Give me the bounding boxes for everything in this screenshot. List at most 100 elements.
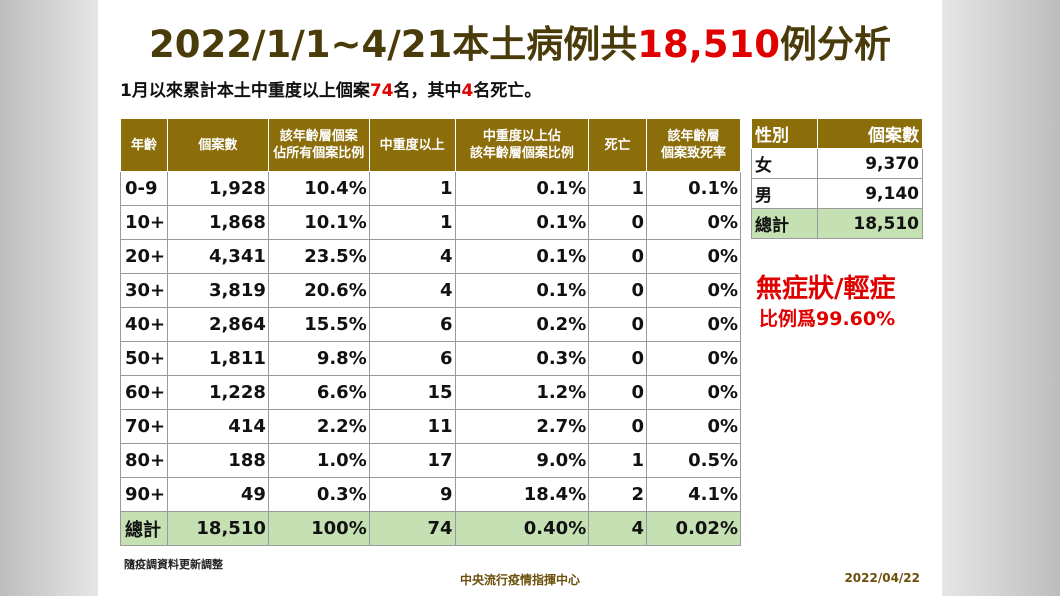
cases-cell: 3,819 bbox=[166, 273, 269, 308]
age-table-total-row: 總計 18,510 100% 74 0.40% 4 0.02% bbox=[120, 511, 741, 546]
cases-cell: 4,341 bbox=[166, 239, 269, 274]
death-cell: 0 bbox=[588, 205, 648, 240]
total-cfr-cell: 0.02% bbox=[646, 511, 741, 546]
age-cell: 70+ bbox=[120, 409, 168, 444]
footer-source: 中央流行疫情指揮中心 bbox=[459, 573, 580, 587]
cfr-cell: 0.1% bbox=[646, 171, 741, 206]
age-table-row: 40+ 2,864 15.5% 6 0.2% 0 0% bbox=[120, 307, 741, 342]
severe-cell: 1 bbox=[368, 205, 456, 240]
severe-cell: 17 bbox=[368, 443, 456, 478]
age-ratio-cell: 20.6% bbox=[267, 273, 370, 308]
age-cell: 40+ bbox=[120, 307, 168, 342]
death-cell: 0 bbox=[588, 409, 648, 444]
page-title: 2022/1/1~4/21本土病例共18,510例分析 bbox=[98, 14, 942, 68]
header-age-ratio: 該年齡層個案 佔所有個案比例 bbox=[267, 118, 370, 172]
severe-ratio-cell: 2.7% bbox=[454, 409, 590, 444]
total-age-ratio-cell: 100% bbox=[267, 511, 370, 546]
age-table-row: 10+ 1,868 10.1% 1 0.1% 0 0% bbox=[120, 205, 741, 240]
age-ratio-cell: 6.6% bbox=[267, 375, 370, 410]
title-suffix: 例分析 bbox=[780, 23, 892, 66]
cases-cell: 1,928 bbox=[166, 171, 269, 206]
title-highlight: 18,510 bbox=[637, 23, 781, 66]
age-cell: 60+ bbox=[120, 375, 168, 410]
cases-cell: 1,811 bbox=[166, 341, 269, 376]
sex-row-male: 男 9,140 bbox=[751, 178, 923, 209]
cases-cell: 2,864 bbox=[166, 307, 269, 342]
age-ratio-cell: 10.1% bbox=[267, 205, 370, 240]
age-ratio-cell: 1.0% bbox=[267, 443, 370, 478]
cases-cell: 49 bbox=[166, 477, 269, 512]
sex-row-total: 總計 18,510 bbox=[751, 208, 923, 239]
severe-ratio-cell: 18.4% bbox=[454, 477, 590, 512]
severe-ratio-cell: 0.1% bbox=[454, 171, 590, 206]
total-severe-ratio-cell: 0.40% bbox=[454, 511, 590, 546]
death-cell: 0 bbox=[588, 375, 648, 410]
age-table-header-row: 年齡 個案數 該年齡層個案 佔所有個案比例 中重度以上 中重度以上佔 該年齡層個案比… bbox=[120, 118, 741, 172]
cfr-cell: 4.1% bbox=[646, 477, 741, 512]
severe-ratio-cell: 1.2% bbox=[454, 375, 590, 410]
death-cell: 0 bbox=[588, 273, 648, 308]
mild-title: 無症狀/輕症 bbox=[756, 274, 896, 304]
sex-table-header-row: 性別 個案數 bbox=[751, 118, 923, 149]
sex-row-female: 女 9,370 bbox=[751, 148, 923, 179]
sex-label: 女 bbox=[751, 148, 818, 179]
total-cases-cell: 18,510 bbox=[166, 511, 269, 546]
severe-cell: 15 bbox=[368, 375, 456, 410]
sex-total-label: 總計 bbox=[751, 208, 818, 239]
footer-date: 2022/04/22 bbox=[844, 571, 920, 585]
cases-cell: 1,868 bbox=[166, 205, 269, 240]
subtitle-part2: 名，其中 bbox=[393, 81, 462, 101]
severe-ratio-cell: 0.1% bbox=[454, 205, 590, 240]
death-cell: 1 bbox=[588, 443, 648, 478]
age-table-row: 60+ 1,228 6.6% 15 1.2% 0 0% bbox=[120, 375, 741, 410]
age-cell: 50+ bbox=[120, 341, 168, 376]
age-table: 年齡 個案數 該年齡層個案 佔所有個案比例 中重度以上 中重度以上佔 該年齡層個案比… bbox=[120, 118, 741, 546]
severe-ratio-cell: 0.2% bbox=[454, 307, 590, 342]
age-ratio-cell: 23.5% bbox=[267, 239, 370, 274]
age-ratio-cell: 2.2% bbox=[267, 409, 370, 444]
header-cases: 個案數 bbox=[166, 118, 269, 172]
subtitle-part1: 1月以來累計本土中重度以上個案 bbox=[120, 81, 370, 101]
left-backdrop bbox=[0, 0, 98, 596]
cases-cell: 188 bbox=[166, 443, 269, 478]
sex-table: 性別 個案數 女 9,370 男 9,140 總計 18,510 bbox=[751, 118, 923, 239]
header-severe-ratio: 中重度以上佔 該年齡層個案比例 bbox=[454, 118, 590, 172]
header-sex-cases: 個案數 bbox=[817, 118, 923, 149]
age-cell: 90+ bbox=[120, 477, 168, 512]
subtitle: 1月以來累計本土中重度以上個案74名，其中4名死亡。 bbox=[120, 76, 541, 101]
cfr-cell: 0% bbox=[646, 205, 741, 240]
age-ratio-cell: 9.8% bbox=[267, 341, 370, 376]
header-age: 年齡 bbox=[120, 118, 168, 172]
age-ratio-cell: 0.3% bbox=[267, 477, 370, 512]
age-cell: 10+ bbox=[120, 205, 168, 240]
severe-cell: 11 bbox=[368, 409, 456, 444]
sex-label: 男 bbox=[751, 178, 818, 209]
header-sex: 性別 bbox=[751, 118, 818, 149]
severe-cell: 4 bbox=[368, 273, 456, 308]
age-table-row: 0-9 1,928 10.4% 1 0.1% 1 0.1% bbox=[120, 171, 741, 206]
severe-cell: 6 bbox=[368, 341, 456, 376]
slide: 2022/1/1~4/21本土病例共18,510例分析 1月以來累計本土中重度以… bbox=[98, 0, 942, 596]
total-severe-cell: 74 bbox=[368, 511, 456, 546]
age-cell: 80+ bbox=[120, 443, 168, 478]
age-ratio-cell: 10.4% bbox=[267, 171, 370, 206]
age-cell: 20+ bbox=[120, 239, 168, 274]
total-death-cell: 4 bbox=[588, 511, 648, 546]
severe-ratio-cell: 0.1% bbox=[454, 273, 590, 308]
death-cell: 0 bbox=[588, 341, 648, 376]
death-cell: 0 bbox=[588, 307, 648, 342]
death-cell: 2 bbox=[588, 477, 648, 512]
header-death: 死亡 bbox=[588, 118, 648, 172]
sex-total-cases: 18,510 bbox=[817, 208, 923, 239]
age-table-row: 70+ 414 2.2% 11 2.7% 0 0% bbox=[120, 409, 741, 444]
age-table-row: 30+ 3,819 20.6% 4 0.1% 0 0% bbox=[120, 273, 741, 308]
severe-ratio-cell: 9.0% bbox=[454, 443, 590, 478]
age-table-row: 50+ 1,811 9.8% 6 0.3% 0 0% bbox=[120, 341, 741, 376]
header-severe: 中重度以上 bbox=[368, 118, 456, 172]
total-age-cell: 總計 bbox=[120, 511, 168, 546]
severe-cell: 6 bbox=[368, 307, 456, 342]
age-table-row: 20+ 4,341 23.5% 4 0.1% 0 0% bbox=[120, 239, 741, 274]
age-cell: 0-9 bbox=[120, 171, 168, 206]
sex-cases: 9,370 bbox=[817, 148, 923, 179]
cfr-cell: 0% bbox=[646, 341, 741, 376]
